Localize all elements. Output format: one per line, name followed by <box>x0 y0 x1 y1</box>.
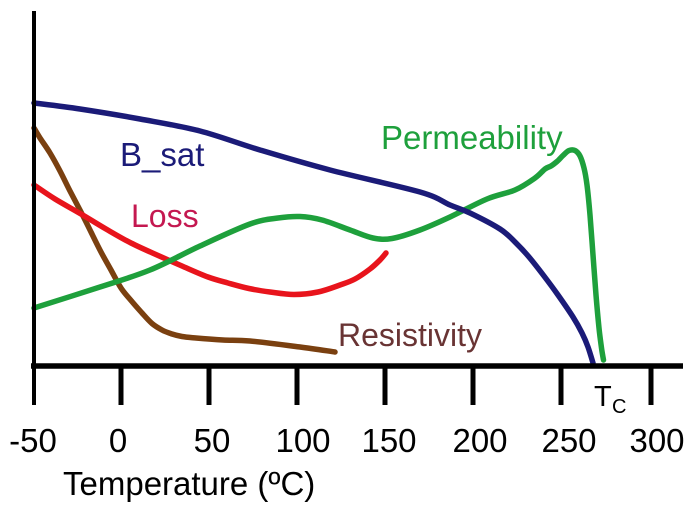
svg-text:Temperature (ºC): Temperature (ºC) <box>63 465 315 502</box>
svg-text:Permeability: Permeability <box>381 119 563 156</box>
svg-text:-50: -50 <box>9 422 57 459</box>
svg-text:Resistivity: Resistivity <box>338 317 482 353</box>
svg-text:Loss: Loss <box>131 198 199 234</box>
svg-text:T: T <box>594 381 612 413</box>
svg-text:100: 100 <box>275 422 330 459</box>
svg-text:200: 200 <box>452 422 507 459</box>
svg-text:C: C <box>612 396 626 418</box>
svg-text:300: 300 <box>629 422 684 459</box>
svg-text:250: 250 <box>541 422 596 459</box>
svg-text:50: 50 <box>194 422 231 459</box>
svg-text:0: 0 <box>109 422 127 459</box>
svg-text:B_sat: B_sat <box>120 136 204 173</box>
svg-text:150: 150 <box>361 422 416 459</box>
